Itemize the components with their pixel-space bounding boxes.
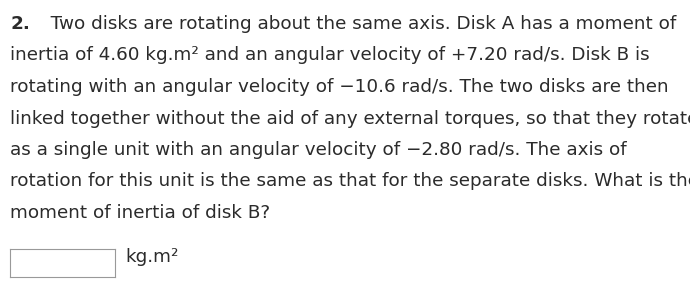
Text: rotating with an angular velocity of −10.6 rad/s. The two disks are then: rotating with an angular velocity of −10… <box>10 78 669 96</box>
Text: Two disks are rotating about the same axis. Disk A has a moment of: Two disks are rotating about the same ax… <box>32 15 676 33</box>
Text: 2.: 2. <box>10 15 30 33</box>
Text: rotation for this unit is the same as that for the separate disks. What is the: rotation for this unit is the same as th… <box>10 172 690 190</box>
Text: kg.m²: kg.m² <box>125 248 179 266</box>
Text: linked together without the aid of any external torques, so that they rotate: linked together without the aid of any e… <box>10 109 690 127</box>
Text: moment of inertia of disk B?: moment of inertia of disk B? <box>10 204 270 222</box>
Text: inertia of 4.60 kg.m² and an angular velocity of +7.20 rad/s. Disk B is: inertia of 4.60 kg.m² and an angular vel… <box>10 46 649 64</box>
Text: as a single unit with an angular velocity of −2.80 rad/s. The axis of: as a single unit with an angular velocit… <box>10 141 627 159</box>
